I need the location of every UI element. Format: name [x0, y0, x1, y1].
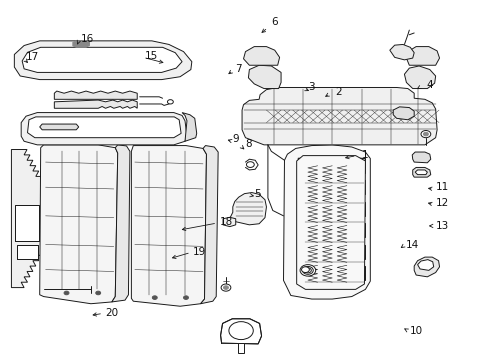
Text: 9: 9 — [232, 134, 239, 144]
Circle shape — [96, 291, 101, 295]
Polygon shape — [411, 152, 430, 163]
Polygon shape — [200, 145, 218, 304]
Circle shape — [223, 286, 228, 289]
Text: 3: 3 — [308, 82, 314, 92]
Circle shape — [300, 265, 315, 276]
Text: 11: 11 — [434, 182, 447, 192]
Polygon shape — [27, 117, 181, 138]
Polygon shape — [298, 202, 365, 216]
Circle shape — [221, 284, 230, 291]
Text: 7: 7 — [235, 64, 242, 74]
Polygon shape — [54, 100, 137, 108]
Circle shape — [301, 267, 309, 273]
Circle shape — [228, 321, 253, 339]
Polygon shape — [40, 124, 79, 130]
Circle shape — [423, 132, 427, 136]
Circle shape — [167, 100, 173, 104]
Text: 5: 5 — [254, 189, 261, 199]
Polygon shape — [223, 217, 235, 226]
Polygon shape — [404, 66, 435, 89]
Text: 2: 2 — [335, 87, 341, 97]
Circle shape — [420, 131, 430, 138]
Text: 4: 4 — [426, 80, 432, 90]
Polygon shape — [73, 41, 89, 47]
Polygon shape — [182, 113, 196, 141]
Polygon shape — [406, 46, 439, 65]
Text: 17: 17 — [26, 52, 39, 62]
Polygon shape — [392, 107, 413, 120]
Polygon shape — [40, 145, 118, 304]
Text: 18: 18 — [219, 217, 232, 227]
Polygon shape — [296, 156, 365, 289]
Circle shape — [183, 296, 188, 300]
Polygon shape — [412, 167, 430, 177]
Polygon shape — [14, 41, 191, 80]
Text: 20: 20 — [105, 308, 118, 318]
Circle shape — [246, 162, 254, 167]
Polygon shape — [220, 319, 261, 344]
Text: 13: 13 — [434, 221, 447, 231]
Text: 14: 14 — [405, 239, 419, 249]
Polygon shape — [17, 244, 38, 259]
Polygon shape — [15, 205, 39, 241]
Polygon shape — [112, 145, 130, 302]
Polygon shape — [248, 65, 281, 89]
Polygon shape — [228, 193, 266, 225]
Text: 19: 19 — [193, 247, 206, 257]
Polygon shape — [298, 244, 365, 259]
Circle shape — [152, 296, 157, 300]
Circle shape — [64, 291, 69, 295]
Polygon shape — [242, 87, 436, 145]
Polygon shape — [414, 170, 427, 175]
Polygon shape — [54, 91, 137, 99]
Polygon shape — [413, 257, 439, 277]
Text: 6: 6 — [271, 17, 278, 27]
Polygon shape — [298, 158, 365, 173]
Polygon shape — [298, 180, 365, 194]
Text: 16: 16 — [81, 35, 94, 44]
Polygon shape — [298, 266, 365, 280]
Polygon shape — [21, 113, 186, 145]
Polygon shape — [131, 145, 206, 306]
Polygon shape — [243, 46, 279, 65]
Polygon shape — [283, 145, 369, 299]
Text: 12: 12 — [434, 198, 447, 208]
Polygon shape — [389, 44, 413, 60]
Polygon shape — [11, 149, 41, 288]
Polygon shape — [417, 260, 433, 270]
Text: 8: 8 — [244, 139, 251, 149]
Polygon shape — [238, 343, 244, 353]
Text: 10: 10 — [409, 325, 422, 336]
Polygon shape — [22, 47, 182, 72]
Text: 15: 15 — [145, 51, 158, 61]
Polygon shape — [298, 223, 365, 237]
Text: 1: 1 — [362, 150, 368, 160]
